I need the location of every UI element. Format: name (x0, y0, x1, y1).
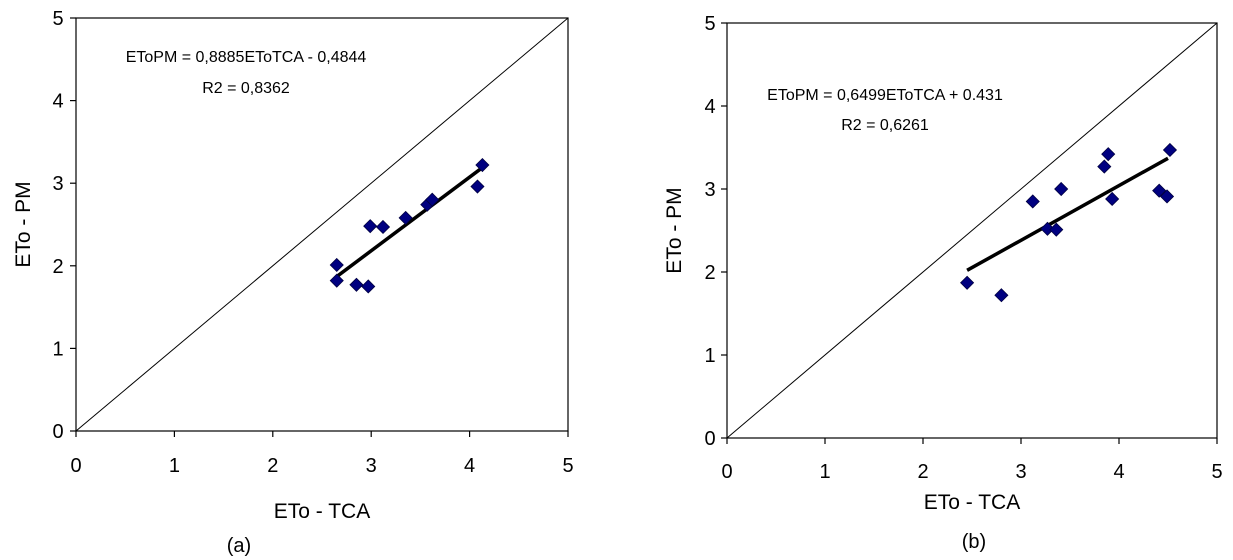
chart-a-reference-line (75, 17, 569, 432)
chart-a-x-tick-label: 2 (267, 455, 278, 477)
chart-a-data-point-1 (329, 257, 344, 273)
chart-a: 0 1 2 3 4 5 0 1 2 3 4 5 EToPM = 0,8885EToTCA - 0,484… (12, 8, 574, 557)
chart-b-data-point-4 (1040, 221, 1055, 236)
chart-b-data-point-12 (1162, 142, 1178, 158)
chart-b-x-tick-label: 4 (1113, 461, 1124, 483)
chart-b-data-point-2 (994, 288, 1009, 303)
chart-a-x-axis-title: ETo - TCA (274, 500, 370, 523)
chart-b-data-point-3 (1025, 194, 1040, 209)
chart-b-data-point-10 (1152, 183, 1167, 198)
chart-b-data-point-11 (1159, 189, 1175, 204)
chart-b-y-tick-label: 2 (704, 262, 715, 284)
chart-b-y-tick-label: 1 (704, 345, 715, 367)
chart-b-y-axis-title: ETo - PM (663, 187, 686, 273)
chart-a-x-tick-label: 5 (562, 455, 573, 477)
chart-a-y-tick-label: 0 (52, 421, 63, 443)
chart-a-panel-label: (a) (227, 535, 251, 557)
chart-b-data-point-8 (1101, 147, 1116, 162)
chart-a-x-tick-label: 0 (70, 455, 81, 477)
chart-a-data-point-2 (329, 273, 344, 288)
chart-b-reference-line (726, 22, 1218, 439)
chart-b-x-tick-label: 0 (721, 461, 732, 483)
chart-a-y-tick-label: 2 (52, 256, 63, 278)
chart-b-panel-label: (b) (962, 531, 986, 553)
chart-a-x-tick-label: 1 (169, 455, 180, 477)
chart-b-y-tick-label: 5 (704, 13, 715, 35)
chart-a-plot-area (75, 17, 569, 432)
chart-a-y-tick-label: 1 (52, 338, 63, 360)
chart-a-x-tick-label: 3 (366, 455, 377, 477)
chart-a-trendline (335, 166, 483, 278)
chart-b-data-point-1 (960, 275, 975, 290)
chart-b-x-tick-label: 5 (1211, 461, 1222, 483)
chart-b-x-tick-label: 2 (917, 461, 928, 483)
chart-a-data-point-11 (475, 157, 490, 173)
chart-a-y-tick-label: 5 (52, 8, 63, 30)
chart-a-y-tick-label: 4 (52, 91, 63, 113)
chart-b: 0 1 2 3 4 5 0 1 2 3 4 5 EToPM = 0,6499EToTCA + 0.431… (663, 13, 1223, 553)
chart-b-x-tick-label: 3 (1015, 461, 1026, 483)
chart-b-y-tick-label: 0 (704, 428, 715, 450)
chart-a-y-axis-title: ETo - PM (12, 181, 35, 267)
chart-a-data-point-9 (425, 192, 440, 207)
chart-b-y-tick-label: 3 (704, 179, 715, 201)
chart-a-x-tick-label: 4 (464, 455, 475, 477)
chart-a-data-point-4 (361, 279, 376, 294)
chart-a-data-point-6 (375, 219, 391, 235)
chart-b-trendline (966, 156, 1169, 272)
chart-a-regression-equation: EToPM = 0,8885EToTCA - 0,4844 (126, 49, 367, 66)
chart-b-regression-equation: EToPM = 0,6499EToTCA + 0.431 (767, 87, 1003, 104)
chart-a-y-tick-label: 3 (52, 173, 63, 195)
chart-b-x-tick-label: 1 (819, 461, 830, 483)
chart-a-data-point-3 (349, 277, 364, 292)
chart-b-data-point-7 (1097, 159, 1112, 174)
chart-b-y-tick-label: 4 (704, 96, 715, 118)
chart-a-r-squared: R2 = 0,8362 (202, 80, 290, 97)
chart-a-data-point-10 (470, 179, 485, 194)
chart-b-r-squared: R2 = 0,6261 (841, 117, 929, 134)
chart-b-plot-area (726, 22, 1218, 439)
chart-b-data-point-5 (1049, 222, 1064, 237)
chart-b-data-point-6 (1054, 181, 1069, 197)
chart-a-data-point-5 (363, 219, 378, 234)
chart-b-x-axis-title: ETo - TCA (924, 491, 1020, 514)
chart-a-data-point-7 (398, 210, 413, 225)
chart-b-data-point-9 (1105, 191, 1120, 207)
